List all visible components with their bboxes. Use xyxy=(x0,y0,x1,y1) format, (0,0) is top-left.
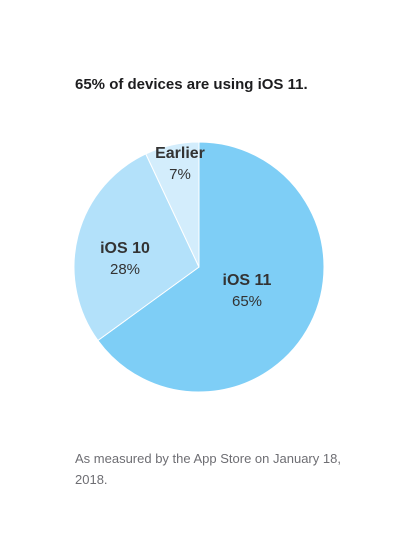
chart-title: 65% of devices are using iOS 11. xyxy=(75,76,308,93)
pie-slice-ios-10 xyxy=(73,153,200,342)
slice-value-ios-10: 28% xyxy=(110,261,140,278)
slice-name-earlier: Earlier xyxy=(155,145,205,162)
footnote: As measured by the App Store on January … xyxy=(75,451,341,487)
pie-slice-earlier xyxy=(145,141,200,268)
pie-slice-ios-11 xyxy=(97,141,325,393)
slice-name-ios-10: iOS 10 xyxy=(100,240,150,257)
slice-name-ios-11: iOS 11 xyxy=(223,272,272,289)
slice-value-earlier: 7% xyxy=(169,166,191,183)
slice-value-ios-11: 65% xyxy=(232,293,262,310)
